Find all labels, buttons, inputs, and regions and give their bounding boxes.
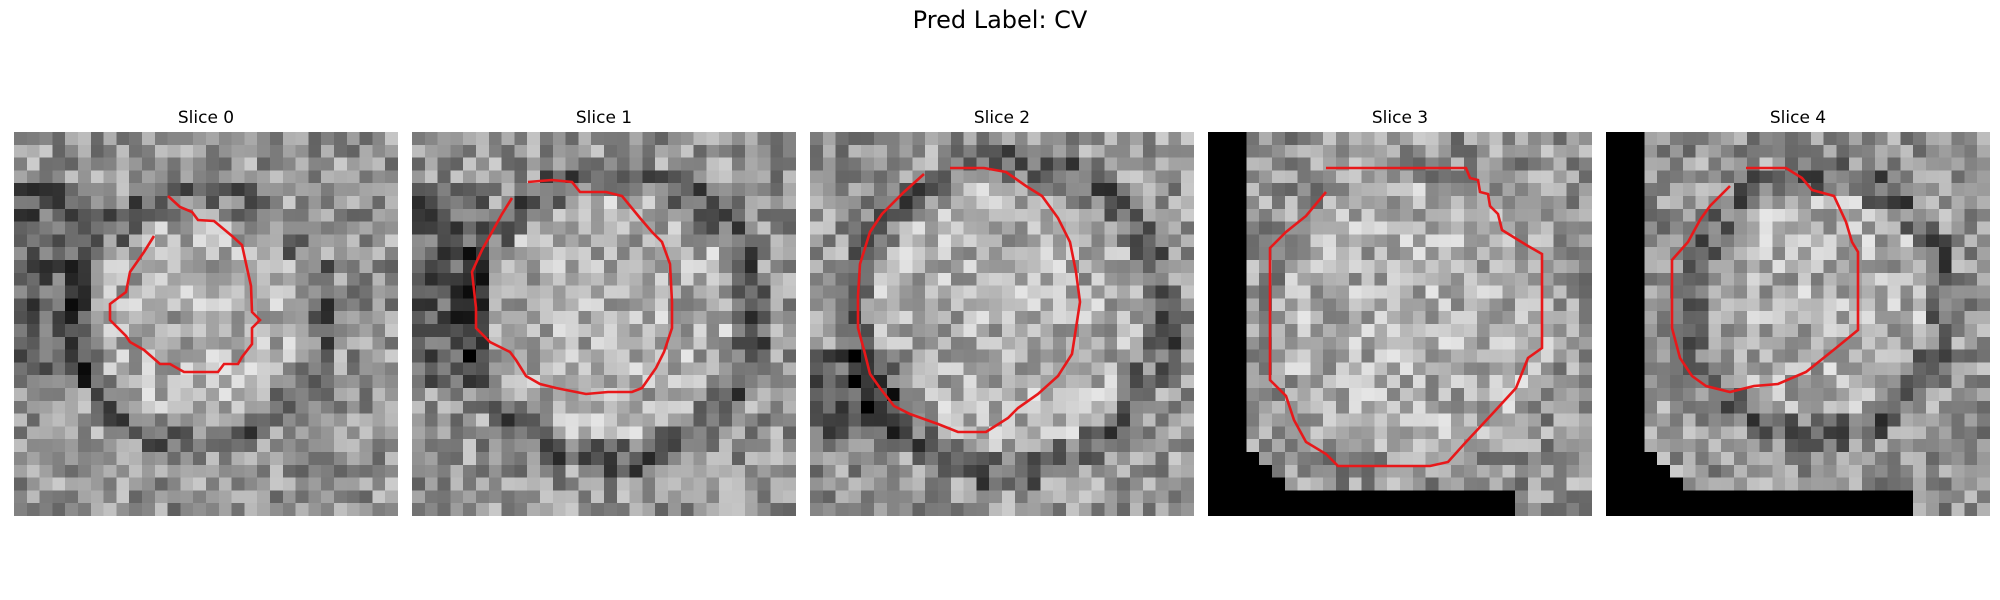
slice-1-contour-layer [470,178,674,396]
slice-3-contour-layer [1268,166,1544,468]
slice-0-image [14,132,398,516]
slice-4-contour-layer [1670,166,1860,394]
slice-3-title: Slice 3 [1371,108,1429,128]
slice-0-contour-layer [108,195,262,374]
slice-1-title: Slice 1 [575,108,633,128]
slice-2-title: Slice 2 [973,108,1031,128]
slice-1-contour [470,178,674,396]
figure-title: Pred Label: CV [912,6,1088,34]
slice-2-contour [856,166,1082,434]
slice-4-contour [1670,166,1860,394]
slice-2-panel [810,132,1194,516]
slice-0-contour [108,195,262,374]
slice-3-panel [1208,132,1592,516]
slice-0-title: Slice 0 [177,108,235,128]
slice-2-image [810,132,1194,516]
slice-1-panel [412,132,796,516]
slice-4-title: Slice 4 [1769,108,1827,128]
slice-4-image [1606,132,1990,516]
slice-4-panel [1606,132,1990,516]
slice-0-panel [14,132,398,516]
slice-3-contour [1268,166,1544,468]
slice-2-contour-layer [856,166,1082,434]
slice-3-image [1208,132,1592,516]
